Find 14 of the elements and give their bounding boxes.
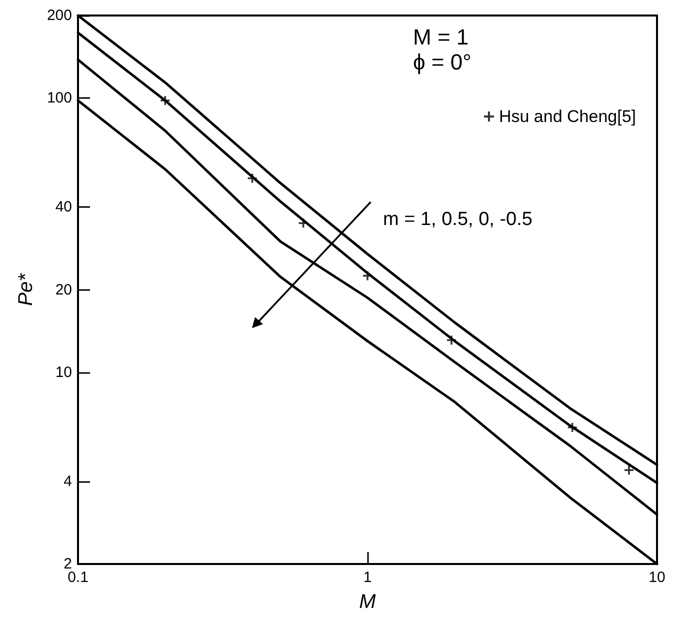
annotation: ϕ = 0°: [413, 50, 472, 74]
y-tick-label: 200: [46, 7, 72, 24]
y-tick-label: 20: [55, 281, 72, 298]
y-tick-label: 10: [55, 364, 72, 381]
y-axis-title: Pe*: [15, 272, 37, 306]
legend-label: Hsu and Cheng[5]: [498, 107, 636, 126]
y-tick-label: 40: [55, 198, 72, 216]
annotation: m = 1, 0.5, 0, -0.5: [383, 209, 532, 230]
annotation: M = 1: [413, 24, 469, 50]
y-tick-label: 4: [64, 472, 72, 490]
x-axis-title: M: [359, 591, 376, 613]
y-tick-label: 100: [46, 90, 72, 107]
x-tick-label: 10: [648, 569, 666, 586]
x-tick-label: 1: [363, 569, 372, 586]
